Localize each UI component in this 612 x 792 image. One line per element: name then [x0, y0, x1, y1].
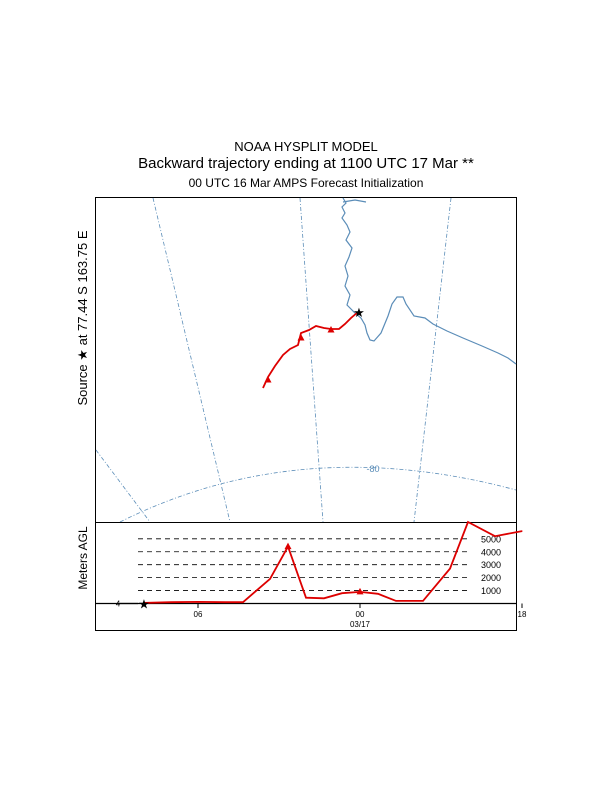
time-tick-label: 06	[194, 610, 203, 619]
altitude-point	[323, 597, 325, 599]
altitude-source-star-icon: ★	[138, 597, 150, 612]
altitude-point	[467, 521, 469, 523]
altitude-point	[494, 535, 496, 537]
time-axis: 06 00 18 03/17 4	[116, 600, 527, 630]
altitude-point	[305, 597, 307, 599]
altitude-series: ★	[138, 520, 523, 612]
time-tick-label: 00	[356, 610, 365, 619]
altitude-point	[449, 567, 451, 570]
coastline-top	[342, 199, 367, 203]
altitude-point	[521, 530, 523, 532]
altitude-point	[242, 601, 244, 603]
altitude-frame	[95, 522, 517, 631]
trajectory-marker	[297, 334, 305, 341]
altitude-point	[395, 600, 397, 602]
trajectory-subtitle: Backward trajectory ending at 1100 UTC 1…	[138, 155, 474, 172]
time-tick-label: 18	[518, 610, 527, 619]
altitude-point	[143, 602, 145, 604]
meridian-line	[152, 197, 231, 523]
trajectory-marker	[264, 376, 272, 383]
model-title: NOAA HYSPLIT MODEL	[234, 139, 378, 154]
altitude-point	[377, 593, 379, 595]
altitude-point	[269, 578, 271, 580]
altitude-point	[170, 601, 172, 603]
start-marker-label: 4	[116, 600, 121, 609]
meridian-line	[95, 449, 151, 523]
source-star-icon: ★	[353, 305, 365, 320]
altitude-marker	[284, 542, 292, 550]
meridian-line	[413, 197, 452, 523]
altitude-reference-lines: 1000 2000 3000 4000 5000	[138, 534, 501, 596]
coastline	[341, 197, 517, 365]
date-label: 03/17	[350, 620, 371, 629]
altitude-point	[197, 601, 199, 603]
map-gridlines	[95, 197, 517, 523]
altitude-level-label: 5000	[481, 534, 501, 544]
altitude-level-label: 2000	[481, 573, 501, 583]
altitude-marker	[356, 587, 364, 595]
altitude-point	[341, 592, 343, 594]
trajectory-marker	[327, 326, 335, 333]
latitude-label: -80	[366, 464, 379, 474]
altitude-series-line	[143, 520, 523, 604]
altitude-level-label: 3000	[481, 560, 501, 570]
trajectory-line	[262, 311, 359, 389]
altitude-level-label: 1000	[481, 586, 501, 596]
altitude-y-label: Meters AGL	[76, 526, 90, 590]
trajectory-markers	[264, 326, 335, 383]
meteorology-line: 00 UTC 16 Mar AMPS Forecast Initializati…	[188, 176, 424, 190]
altitude-level-label: 4000	[481, 547, 501, 557]
altitude-point	[422, 600, 424, 602]
altitude-point	[224, 601, 226, 603]
